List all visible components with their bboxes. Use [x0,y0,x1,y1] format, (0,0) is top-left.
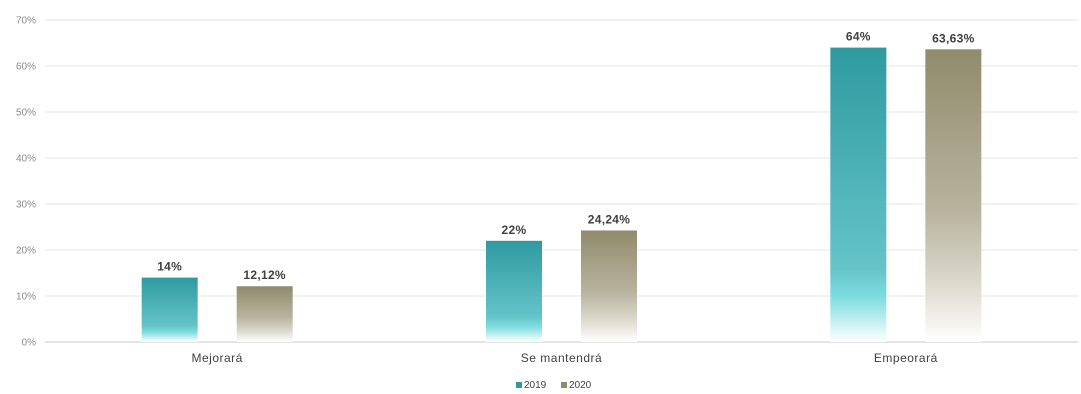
data-labels: 14% 12,12% 22% 24,24% 64% 63,63% [157,30,974,283]
legend-swatch-2019 [516,382,522,388]
legend-label-2020: 2020 [569,380,592,391]
bar-2019-1 [141,277,198,342]
data-label: 22% [502,223,527,237]
y-tick-label: 40% [16,154,36,165]
bar-2019-3 [830,47,887,342]
bars [141,47,982,342]
y-tick-label: 60% [16,62,36,73]
x-axis-categories: Mejorará Se mantendrá Empeorará [191,351,937,365]
category-label: Se mantendrá [521,351,602,365]
data-label: 24,24% [588,212,631,226]
legend-swatch-2020 [561,382,567,388]
category-label: Mejorará [191,351,242,365]
legend-label-2019: 2019 [524,380,547,391]
data-label: 12,12% [243,268,286,282]
bar-2020-1 [236,286,293,342]
gridlines [45,19,1078,343]
y-tick-label: 70% [16,16,36,27]
bar-2020-3 [925,49,982,342]
bar-2019-2 [486,240,542,342]
bar-2020-2 [581,230,637,342]
y-tick-label: 0% [22,338,37,349]
y-tick-label: 50% [16,108,36,119]
y-tick-label: 20% [16,246,36,257]
data-label: 63,63% [932,31,975,45]
data-label: 64% [846,30,871,44]
y-tick-label: 30% [16,200,36,211]
category-label: Empeorará [874,351,938,365]
legend: 2019 2020 [516,380,592,391]
data-label: 14% [157,260,182,274]
y-tick-label: 10% [16,292,36,303]
y-axis-ticks: 0% 10% 20% 30% 40% 50% 60% 70% [16,16,36,349]
